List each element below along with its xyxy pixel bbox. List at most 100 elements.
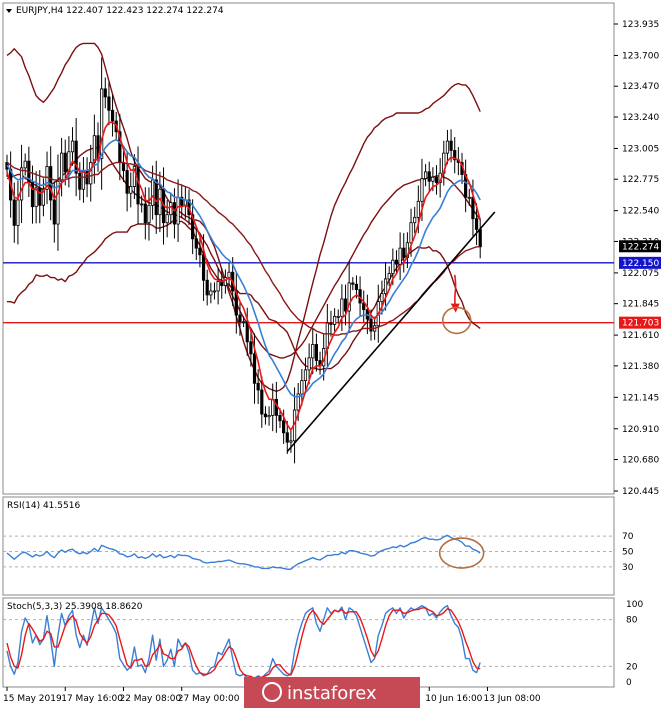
candle-body [340, 298, 344, 317]
candle-body [110, 109, 115, 122]
price-tag-label: 122.274 [622, 242, 659, 252]
candle-body [351, 282, 355, 285]
candle-body [41, 188, 46, 206]
candle-body [150, 179, 155, 206]
rsi-annotations [438, 537, 485, 569]
candle-body [252, 353, 257, 384]
candle-body [172, 202, 177, 225]
stoch-d-line [6, 607, 481, 679]
candle-body [329, 322, 333, 325]
rsi-header-text: RSI(14) 41.5516 [7, 501, 80, 511]
candle-body [427, 171, 431, 182]
candle-body [314, 344, 319, 361]
candle-body [449, 140, 453, 151]
candle-body [260, 389, 264, 415]
candle-body [70, 140, 75, 153]
time-tick-label: 13 Jun 08:00 [483, 694, 540, 704]
candle-body [354, 283, 359, 291]
price-tick-label: 123.005 [622, 144, 659, 154]
candle-body [241, 321, 246, 324]
candle-body [267, 414, 271, 418]
candle-body [380, 293, 384, 303]
candle-body [391, 259, 395, 274]
support-trendline [286, 211, 496, 453]
candle-body [209, 290, 213, 296]
candle-body [409, 222, 413, 244]
price-panel-frame [2, 2, 615, 495]
candle-body [332, 315, 337, 325]
candle-body [467, 196, 471, 199]
price-panel[interactable]: 123.935 123.700 123.470 123.240 123.005 122.7… [2, 2, 661, 497]
rsi-panel-frame [2, 496, 615, 596]
stoch-tick-label: 0 [626, 678, 632, 688]
price-tick-label: 122.540 [622, 207, 659, 217]
candle-body [413, 216, 417, 224]
price-tick-label: 121.610 [622, 331, 659, 341]
price-tag-label: 121.703 [622, 319, 659, 329]
candle-body [165, 214, 169, 224]
candle-body [282, 420, 286, 434]
rsi-line [6, 534, 481, 570]
candle-body [132, 166, 136, 187]
candle-body [198, 247, 202, 256]
price-tick-label: 121.380 [622, 362, 659, 372]
price-tick-label: 123.935 [622, 20, 659, 30]
candle-body [245, 321, 249, 343]
rsi-panel[interactable]: 70 50 30 RSI(14) 41.5516 [2, 496, 634, 596]
candle-body [100, 88, 104, 159]
candle-body [30, 182, 35, 208]
rsi-tick-label: 70 [622, 532, 634, 542]
candle-body [212, 290, 217, 293]
candle-body [63, 152, 67, 173]
price-tick-label: 123.240 [622, 113, 659, 123]
price-tag-bg [619, 240, 661, 253]
stoch-header-text: Stoch(5,3,3) 25.3908 18.8620 [7, 602, 143, 612]
candle-body [285, 432, 289, 443]
candle-body [471, 196, 475, 220]
watermark: instaforex [244, 677, 420, 708]
red-ma-line [6, 121, 481, 431]
time-tick-label: 27 May 00:00 [178, 694, 240, 704]
candle-body [336, 315, 340, 318]
candle-body [176, 196, 180, 225]
price-tick-label: 120.445 [622, 487, 659, 497]
stoch-panel[interactable]: 100 80 20 0 Stoch(5,3,3) 25.3908 18.8620 [2, 597, 643, 688]
candle-body [216, 281, 220, 292]
candle-body [60, 152, 64, 182]
candle-body [136, 166, 140, 205]
candle-body [125, 170, 129, 194]
candle-body [223, 277, 227, 287]
candle-body [34, 187, 38, 208]
candle-body [12, 199, 16, 226]
chart-header-text: EURJPY,H4 122.407 122.423 122.274 122.27… [16, 6, 224, 16]
candle-body [303, 369, 308, 382]
candle-body [191, 214, 195, 240]
candle-body [347, 282, 351, 312]
watermark-logo-icon [262, 682, 282, 702]
candle-body [147, 204, 151, 224]
candle-body [296, 393, 300, 411]
price-tag-bg [619, 256, 661, 269]
candle-body [416, 200, 420, 218]
candle-body [383, 278, 388, 295]
rsi-axis: 70 50 30 [622, 532, 634, 573]
candle-body [325, 322, 329, 349]
candle-body [343, 298, 348, 312]
watermark-text: instaforex [287, 683, 377, 704]
candle-body [263, 413, 268, 418]
stoch-lines [6, 604, 481, 679]
dropdown-triangle-icon[interactable] [6, 9, 12, 13]
candle-body [205, 279, 209, 296]
stoch-tick-label: 80 [626, 616, 638, 626]
rsi-highlight-circle [438, 537, 485, 569]
rsi-tick-label: 30 [622, 563, 634, 573]
time-tick-label: 15 May 2019 [3, 694, 62, 704]
candle-body [453, 150, 457, 161]
rsi-tick-label: 50 [622, 548, 634, 558]
candle-body [274, 398, 278, 416]
candle-body [278, 414, 282, 422]
candle-body [394, 259, 399, 265]
candle-body [78, 172, 82, 190]
candle-body [387, 273, 391, 280]
candle-body [52, 199, 56, 225]
